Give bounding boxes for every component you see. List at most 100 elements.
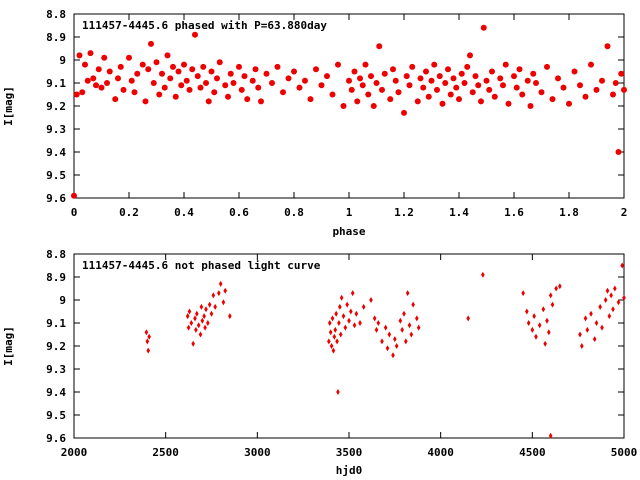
data-point [347,317,351,324]
data-point [339,294,344,301]
data-point [392,77,399,84]
data-point [372,315,377,322]
data-point [387,96,394,103]
data-point [357,75,363,82]
data-point [525,308,529,315]
x-tick-label: 4500 [519,446,546,459]
data-point [95,66,102,73]
data-point [354,98,361,105]
data-point [533,80,539,86]
data-point [621,86,627,93]
data-point [480,24,487,31]
data-point [216,59,223,66]
data-point [582,93,589,100]
unphased-plot-frame [73,253,625,439]
y-tick-label: 9 [59,54,66,67]
data-point [150,80,157,86]
data-point [489,68,495,75]
data-point [423,68,429,75]
y-tick-label: 9.2 [46,340,66,353]
data-point [82,61,88,68]
phased-chart-title: 111457-4445.6 phased with P=63.880day [82,19,327,32]
data-point [592,336,597,343]
data-point [181,61,187,68]
data-point [112,96,119,103]
y-tick-label: 9.6 [46,192,66,205]
phased-light-curve-panel: 111457-4445.6 phased with P=63.880day ph… [2,8,627,238]
data-point [411,301,415,308]
data-point [434,86,440,93]
data-point [461,80,468,86]
data-point [466,315,470,322]
data-point [334,310,338,317]
data-point [194,326,198,333]
data-point [98,84,105,91]
data-point [338,331,343,338]
data-point [376,320,381,326]
phased-ticks: 0 0.2 0.4 0.6 0.8 1 1.2 1.4 1.6 1.8 2 8.8 8.9 9 9.1 9.2… [46,8,627,219]
data-point [560,84,567,91]
data-point [453,84,460,91]
data-point [405,290,410,297]
y-tick-label: 9.2 [46,100,66,113]
data-point [285,75,292,82]
y-tick-label: 9.1 [46,317,66,330]
data-point [445,66,451,73]
x-tick-label: 3000 [244,446,271,459]
data-point [554,285,558,292]
y-tick-label: 8.9 [46,31,66,44]
y-tick-label: 9.6 [46,432,66,445]
unphased-light-curve-panel: 111457-4445.6 not phased light curve hjd… [2,248,637,477]
data-point [555,75,561,82]
data-point [200,317,205,324]
data-point [202,313,206,320]
data-point [199,303,204,310]
data-point [302,77,308,84]
data-point [209,310,214,317]
data-point [588,61,594,68]
data-point [547,329,551,336]
data-point [146,347,151,354]
data-point [84,77,91,84]
data-point [269,80,275,86]
data-point [175,68,182,75]
data-point [571,68,578,75]
data-point [236,63,242,70]
data-point [193,315,197,322]
data-point [391,352,395,359]
data-point [144,329,149,336]
data-point [420,84,427,91]
data-point [274,63,281,70]
data-point [170,63,176,70]
data-point [549,96,556,103]
data-point [472,73,479,80]
x-tick-label: 1.2 [394,206,414,219]
data-point [161,84,168,91]
data-point [376,43,383,50]
data-point [387,331,392,338]
unphased-ticks: 2000 2500 3000 3500 4000 4500 5000 8.8 8.9 9 9.1 9.… [46,248,637,459]
data-point [417,75,424,82]
data-point [214,75,220,82]
data-point [258,98,264,105]
data-point [478,98,484,105]
data-point [120,86,127,93]
x-tick-label: 3500 [336,446,363,459]
data-point [401,109,407,116]
data-point [545,317,549,324]
data-point [159,70,165,77]
data-point [101,54,108,61]
data-point [211,89,218,96]
data-point [395,89,402,96]
data-point [178,82,185,89]
data-point [343,324,348,331]
y-tick-label: 9.3 [46,123,66,136]
data-point [358,320,362,326]
data-point [346,77,352,84]
data-point [350,290,355,297]
y-tick-label: 9.3 [46,363,66,376]
data-point [589,310,593,317]
data-point [409,331,414,338]
data-point [211,292,216,299]
data-point [428,77,435,84]
